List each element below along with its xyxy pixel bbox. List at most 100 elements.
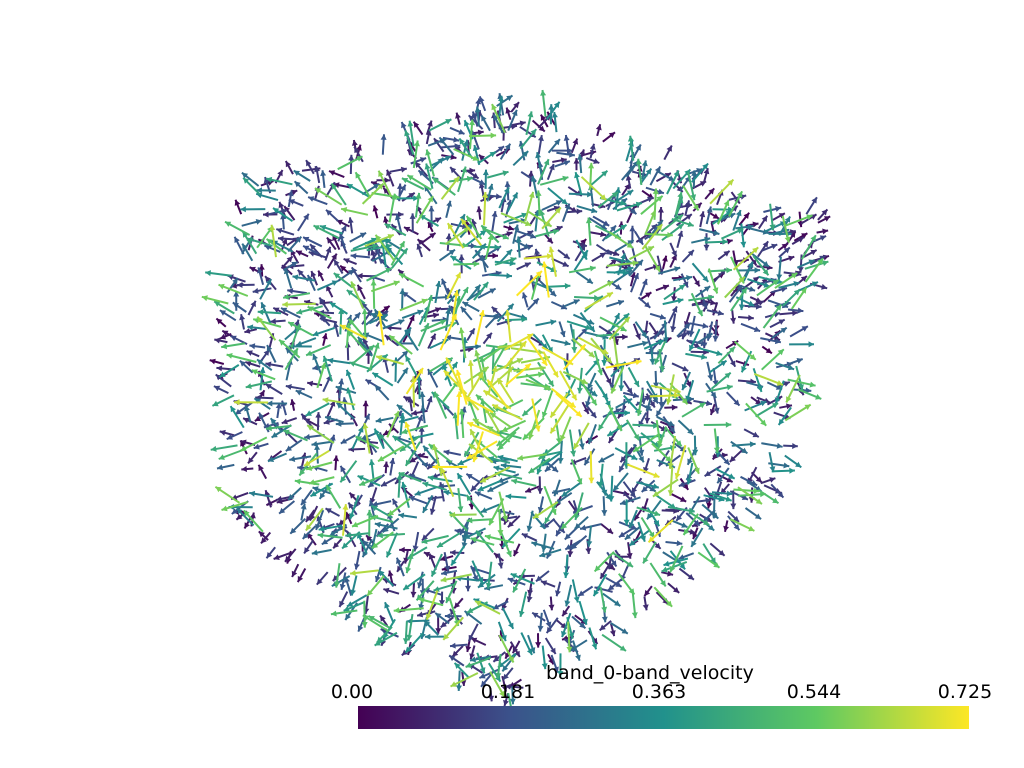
arrow-head xyxy=(783,462,790,469)
arrow-head xyxy=(704,470,711,477)
arrow-head xyxy=(480,230,487,236)
arrow-head xyxy=(723,458,730,465)
arrow-head xyxy=(529,647,536,654)
arrow-head xyxy=(538,371,544,378)
arrow-head xyxy=(461,166,467,173)
arrow-head xyxy=(541,663,548,670)
arrow-head xyxy=(533,512,540,519)
arrow-head xyxy=(294,181,301,188)
arrow-head xyxy=(529,233,536,239)
arrow-head xyxy=(469,119,475,126)
arrow-head xyxy=(556,225,563,232)
arrow-head xyxy=(503,673,509,680)
arrow-head xyxy=(722,238,728,245)
arrow-head xyxy=(340,476,347,483)
arrow-head xyxy=(315,412,322,418)
arrow-head xyxy=(415,192,422,199)
arrow-head xyxy=(535,642,542,648)
arrow-head xyxy=(526,596,533,603)
arrow-head xyxy=(557,671,564,677)
arrow-head xyxy=(693,342,701,348)
arrow-head xyxy=(212,400,219,407)
arrow-head xyxy=(644,417,651,424)
arrow-head xyxy=(657,188,664,195)
arrow-head xyxy=(749,286,756,292)
arrow-head xyxy=(535,271,542,277)
arrow-head xyxy=(254,415,261,421)
arrow-head xyxy=(587,319,595,325)
arrow-head xyxy=(733,399,740,406)
arrow-head xyxy=(690,194,697,201)
arrow-head xyxy=(678,481,685,487)
arrow-head xyxy=(303,236,310,243)
arrow-head xyxy=(528,191,535,198)
arrow-head xyxy=(797,267,804,273)
arrow-head xyxy=(541,359,547,366)
arrow-head xyxy=(571,394,577,401)
arrow-head xyxy=(320,224,327,231)
arrow-head xyxy=(441,569,448,576)
arrow-head xyxy=(624,183,630,190)
arrow-head xyxy=(240,439,247,446)
arrow-head xyxy=(258,412,265,419)
arrow-head xyxy=(514,650,520,657)
arrow-head xyxy=(550,411,557,418)
arrow-head xyxy=(580,239,587,246)
arrow-head xyxy=(402,350,409,357)
arrow-shaft xyxy=(466,421,500,437)
arrow-head xyxy=(325,246,332,253)
arrow-head xyxy=(778,319,785,325)
arrow-head xyxy=(477,577,484,584)
arrow-head xyxy=(486,332,492,339)
arrow-head xyxy=(601,348,609,354)
arrow-head xyxy=(449,655,456,662)
arrow-head xyxy=(775,304,782,311)
arrow-head xyxy=(408,192,415,199)
arrow-head xyxy=(427,120,433,127)
arrow-head xyxy=(312,330,319,337)
arrow-head xyxy=(550,647,556,654)
arrow-head xyxy=(216,318,223,325)
arrow-head xyxy=(266,238,273,245)
arrow-head xyxy=(748,300,755,307)
arrow-head xyxy=(249,490,256,497)
arrow-head xyxy=(306,465,313,471)
arrow-head xyxy=(249,266,256,273)
arrow-head xyxy=(769,224,776,231)
arrow-head xyxy=(439,137,446,144)
arrow-head xyxy=(329,302,336,308)
arrow-head xyxy=(396,557,402,564)
arrow-head xyxy=(749,441,756,448)
arrow-head xyxy=(704,286,711,292)
arrow-head xyxy=(665,456,672,462)
arrow-head xyxy=(443,370,450,377)
arrow-head xyxy=(321,333,328,340)
arrow-head xyxy=(674,266,681,272)
arrow-head xyxy=(276,227,283,234)
arrow-head xyxy=(277,170,283,177)
arrow-head xyxy=(543,159,550,166)
arrow-head xyxy=(312,486,319,493)
arrow-head xyxy=(258,464,264,472)
arrow-head xyxy=(808,259,815,265)
arrow-head xyxy=(741,366,747,373)
arrow-head xyxy=(219,333,227,340)
arrow-head xyxy=(546,237,553,244)
arrow-head xyxy=(502,665,509,672)
arrow-head xyxy=(343,258,350,264)
arrow-head xyxy=(407,396,414,403)
arrow-head xyxy=(628,588,635,595)
arrow-head xyxy=(688,330,695,337)
arrow-head xyxy=(214,337,221,344)
arrow-head xyxy=(500,462,507,469)
arrow-head xyxy=(560,434,566,442)
arrow-head xyxy=(265,361,272,368)
arrow-head xyxy=(823,216,831,222)
arrow-head xyxy=(479,356,486,363)
arrow-head xyxy=(416,243,423,250)
arrow-head xyxy=(307,425,314,431)
arrow-head xyxy=(645,292,652,298)
arrow-head xyxy=(345,322,352,329)
arrow-head xyxy=(629,225,636,232)
